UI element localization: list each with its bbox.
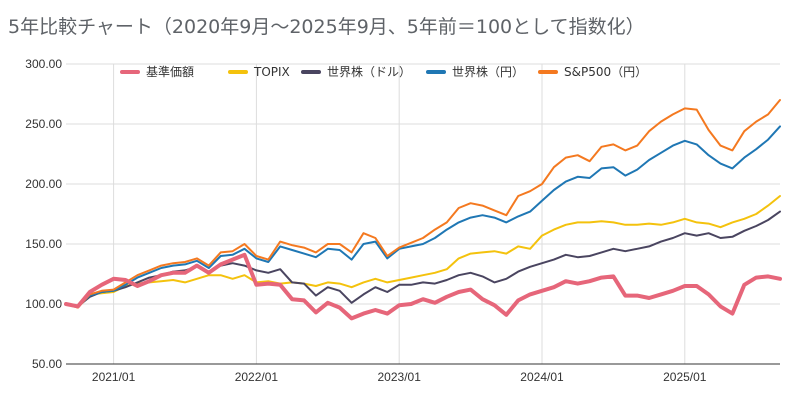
chart-title: 5年比較チャート（2020年9月〜2025年9月、5年前＝100として指数化） [8,16,645,38]
series-layer [64,99,782,321]
y-tick-label: 300.00 [25,57,62,71]
legend-label: S&P500（円） [564,65,647,79]
x-tick-label: 2022/01 [235,370,279,384]
legend: 基準価額 TOPIX 世界株（ドル） 世界株（円） S&P500（円） [120,64,647,79]
x-tick-label: 2021/01 [92,370,136,384]
x-axis: 2021/01 2022/01 2023/01 2024/01 2025/01 [66,363,780,384]
x-tick-label: 2024/01 [520,370,564,384]
y-tick-label: 200.00 [25,177,62,191]
series-line-4 [65,99,781,309]
y-tick-label: 100.00 [25,297,62,311]
y-tick-label: 150.00 [25,237,62,251]
series-line-2 [65,210,781,308]
x-tick-label: 2023/01 [378,370,422,384]
grid-layer [66,63,780,364]
y-tick-label: 50.00 [32,357,62,371]
y-tick-label: 250.00 [25,117,62,131]
legend-label: TOPIX [253,65,290,79]
series-line-0 [64,252,782,321]
legend-label: 基準価額 [146,64,194,79]
series-line-1 [65,195,781,309]
legend-label: 世界株（ドル） [327,64,411,79]
y-axis: 50.00 100.00 150.00 200.00 250.00 300.00 [25,57,62,371]
series-line-3 [65,125,781,308]
x-tick-label: 2025/01 [663,370,707,384]
legend-label: 世界株（円） [452,64,524,79]
